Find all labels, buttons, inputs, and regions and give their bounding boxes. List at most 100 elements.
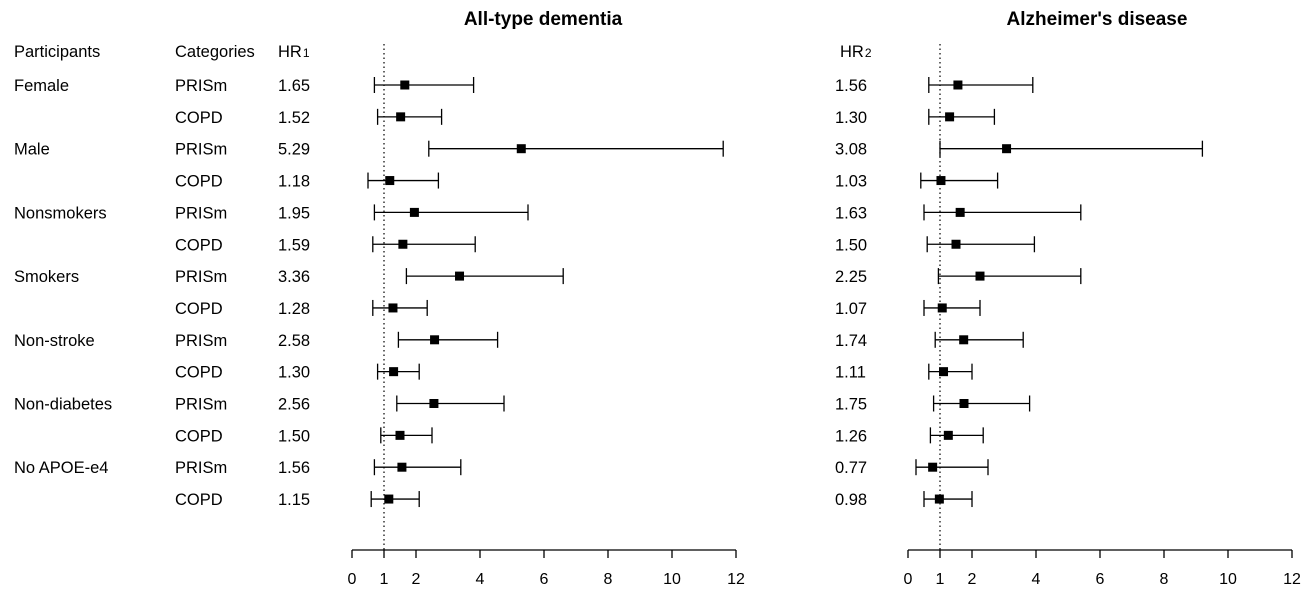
hr-value-alzheimers: 1.26 bbox=[835, 427, 867, 445]
category-label: PRISm bbox=[175, 332, 227, 350]
hr-point-alzheimers bbox=[937, 303, 947, 313]
category-label: COPD bbox=[175, 173, 223, 191]
hr-value-alzheimers: 2.25 bbox=[835, 268, 867, 286]
hr-value-alzheimers: 1.75 bbox=[835, 396, 867, 414]
participant-label: Male bbox=[14, 141, 50, 159]
hr-point-dementia bbox=[388, 303, 398, 313]
category-label: PRISm bbox=[175, 459, 227, 477]
panel-alzheimers: 0 1 2 4 6 8 10 121.561.303.081.031.631.502.251.… bbox=[835, 44, 1301, 588]
hr-point-dementia bbox=[397, 462, 407, 472]
x-tick-label-dementia: 10 bbox=[663, 571, 681, 588]
panel-dementia: 0 1 2 4 6 8 10 121.651.525.291.181.951.593.361.… bbox=[278, 44, 745, 588]
category-label: COPD bbox=[175, 236, 223, 254]
hr-point-dementia bbox=[396, 112, 406, 122]
category-label: PRISm bbox=[175, 204, 227, 222]
header-categories: Categories bbox=[175, 43, 255, 61]
x-tick-label-alzheimers: 12 bbox=[1283, 571, 1301, 588]
x-tick-label-dementia: 12 bbox=[727, 571, 745, 588]
header-participants: Participants bbox=[14, 43, 100, 61]
hr-point-dementia bbox=[430, 335, 440, 345]
header-hr2: HR2 bbox=[840, 43, 872, 61]
hr-point-alzheimers bbox=[945, 112, 955, 122]
hr-point-alzheimers bbox=[975, 271, 985, 281]
participant-label: Nonsmokers bbox=[14, 204, 107, 222]
x-tick-label-alzheimers: 10 bbox=[1219, 571, 1237, 588]
hr-value-alzheimers: 1.03 bbox=[835, 173, 867, 191]
hr-point-alzheimers bbox=[955, 207, 965, 217]
category-label: PRISm bbox=[175, 77, 227, 95]
category-label: COPD bbox=[175, 109, 223, 127]
hr-point-alzheimers bbox=[936, 176, 946, 186]
x-tick-label-alzheimers: 6 bbox=[1096, 571, 1105, 588]
hr-point-alzheimers bbox=[939, 367, 949, 377]
hr-point-alzheimers bbox=[959, 399, 969, 408]
x-tick-label-alzheimers: 1 bbox=[936, 571, 945, 588]
hr-point-dementia bbox=[516, 144, 526, 154]
hr-value-dementia: 2.56 bbox=[278, 396, 310, 414]
header-hr1-text: HR bbox=[278, 43, 302, 61]
header-hr2-sub: 2 bbox=[865, 46, 872, 60]
x-tick-label-dementia: 6 bbox=[540, 571, 549, 588]
hr-value-dementia: 5.29 bbox=[278, 141, 310, 159]
category-label: COPD bbox=[175, 491, 223, 509]
x-tick-label-alzheimers: 8 bbox=[1160, 571, 1169, 588]
hr-point-alzheimers bbox=[1002, 144, 1012, 154]
x-tick-label-dementia: 1 bbox=[380, 571, 389, 588]
hr-point-alzheimers bbox=[959, 335, 969, 345]
participant-label: Female bbox=[14, 77, 69, 95]
hr-value-dementia: 1.28 bbox=[278, 300, 310, 318]
x-tick-label-dementia: 2 bbox=[412, 571, 421, 588]
category-label: COPD bbox=[175, 427, 223, 445]
hr-value-alzheimers: 1.74 bbox=[835, 332, 867, 350]
participant-label: No APOE-e4 bbox=[14, 459, 108, 477]
x-tick-label-alzheimers: 0 bbox=[904, 571, 913, 588]
hr-value-dementia: 1.56 bbox=[278, 459, 310, 477]
x-tick-label-dementia: 0 bbox=[348, 571, 357, 588]
hr-value-dementia: 1.30 bbox=[278, 364, 310, 382]
category-label: PRISm bbox=[175, 396, 227, 414]
category-label: PRISm bbox=[175, 141, 227, 159]
hr-value-dementia: 1.59 bbox=[278, 236, 310, 254]
hr-value-alzheimers: 1.63 bbox=[835, 204, 867, 222]
hr-point-dementia bbox=[395, 430, 405, 440]
hr-point-dementia bbox=[455, 271, 465, 281]
hr-value-dementia: 1.52 bbox=[278, 109, 310, 127]
participant-label: Non-diabetes bbox=[14, 396, 112, 414]
chart-title-dementia: All-type dementia bbox=[464, 9, 623, 30]
hr-point-dementia bbox=[429, 399, 439, 408]
hr-value-alzheimers: 0.98 bbox=[835, 491, 867, 509]
participant-label: Non-stroke bbox=[14, 332, 95, 350]
hr-point-dementia bbox=[398, 239, 408, 249]
chart-title-alzheimers: Alzheimer's disease bbox=[1007, 9, 1188, 30]
hr-point-alzheimers bbox=[943, 430, 953, 440]
hr-value-alzheimers: 1.30 bbox=[835, 109, 867, 127]
x-tick-label-dementia: 8 bbox=[604, 571, 613, 588]
hr-value-dementia: 2.58 bbox=[278, 332, 310, 350]
hr-value-alzheimers: 0.77 bbox=[835, 459, 867, 477]
category-label: COPD bbox=[175, 364, 223, 382]
hr-point-alzheimers bbox=[928, 462, 938, 472]
hr-value-dementia: 1.18 bbox=[278, 173, 310, 191]
category-label: PRISm bbox=[175, 268, 227, 286]
category-label: COPD bbox=[175, 300, 223, 318]
hr-value-dementia: 3.36 bbox=[278, 268, 310, 286]
header-hr1-sub: 1 bbox=[303, 46, 310, 60]
hr-value-alzheimers: 1.56 bbox=[835, 77, 867, 95]
hr-value-dementia: 1.95 bbox=[278, 204, 310, 222]
hr-value-alzheimers: 1.11 bbox=[835, 364, 866, 382]
header-hr1: HR1 bbox=[278, 43, 310, 61]
x-tick-label-alzheimers: 2 bbox=[968, 571, 977, 588]
hr-point-alzheimers bbox=[934, 494, 944, 504]
hr-value-alzheimers: 1.07 bbox=[835, 300, 867, 318]
hr-point-dementia bbox=[389, 367, 399, 377]
x-tick-label-alzheimers: 4 bbox=[1032, 571, 1041, 588]
hr-point-dementia bbox=[400, 80, 410, 90]
hr-value-alzheimers: 3.08 bbox=[835, 141, 867, 159]
hr-value-dementia: 1.65 bbox=[278, 77, 310, 95]
hr-value-dementia: 1.50 bbox=[278, 427, 310, 445]
hr-point-alzheimers bbox=[953, 80, 963, 90]
hr-point-dementia bbox=[385, 176, 395, 186]
participant-label: Smokers bbox=[14, 268, 79, 286]
hr-point-dementia bbox=[409, 207, 419, 217]
